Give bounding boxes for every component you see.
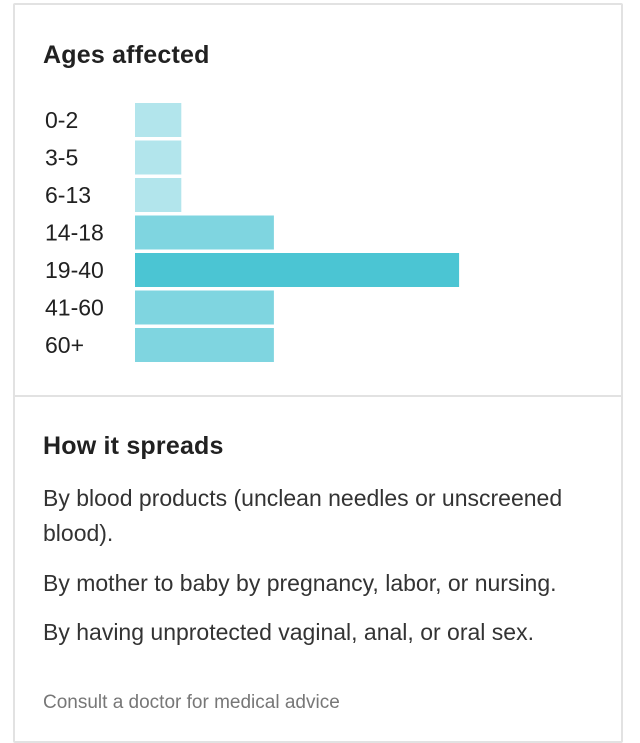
category-label: 41-60 <box>45 295 104 321</box>
section-divider <box>15 395 621 397</box>
spread-item: By having unprotected vaginal, anal, or … <box>43 619 534 645</box>
spread-item: By blood products (unclean needles or un… <box>43 485 563 546</box>
bar-6-13 <box>135 178 182 212</box>
bar-19-40 <box>135 253 460 287</box>
bar-41-60 <box>135 290 274 325</box>
medical-disclaimer: Consult a doctor for medical advice <box>43 692 340 713</box>
category-label: 0-2 <box>45 107 78 133</box>
spread-item: By mother to baby by pregnancy, labor, o… <box>43 570 557 596</box>
bar-60+ <box>135 328 274 362</box>
info-card: Ages affected 0-2 3-5 6-13 14-18 19-40 41-60 6… <box>13 3 623 743</box>
ages-bar-chart: 0-2 3-5 6-13 14-18 19-40 41-60 60+ <box>45 103 460 362</box>
category-label: 14-18 <box>45 220 104 246</box>
ages-affected-title: Ages affected <box>43 41 210 69</box>
category-label: 3-5 <box>45 145 78 171</box>
category-label: 19-40 <box>45 257 104 283</box>
category-label: 60+ <box>45 332 84 358</box>
category-label: 6-13 <box>45 182 91 208</box>
bar-0-2 <box>135 103 182 137</box>
bar-3-5 <box>135 140 182 175</box>
bar-14-18 <box>135 215 274 250</box>
how-it-spreads-title: How it spreads <box>43 432 224 460</box>
